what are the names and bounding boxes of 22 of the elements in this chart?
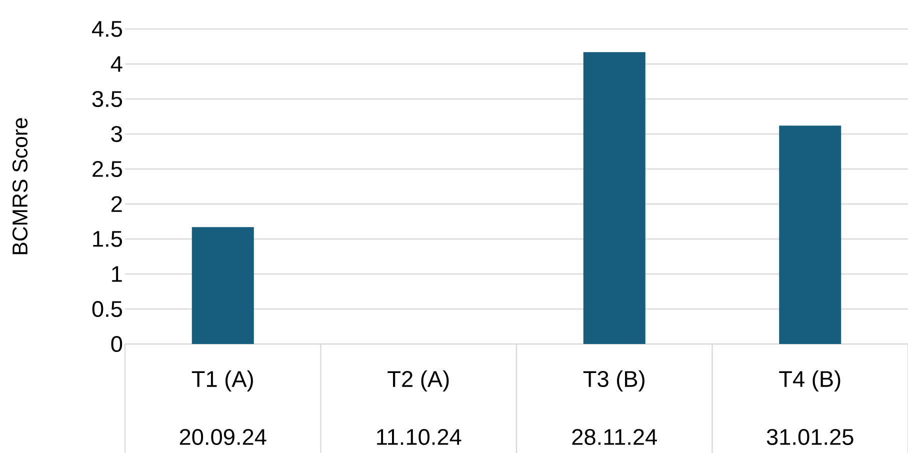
- y-tick-label: 0.5: [92, 300, 122, 318]
- y-tick-label: 0: [111, 336, 122, 352]
- x-tick-label: T4 (B): [779, 370, 840, 392]
- text: 11.10.24: [377, 428, 462, 446]
- y-tick-label: 4.5: [92, 21, 122, 37]
- bar: [779, 126, 842, 344]
- y-tick-label: 2: [112, 196, 122, 212]
- x-tick-label: T2 (A): [388, 370, 449, 392]
- bar: [192, 227, 254, 344]
- y-tick-label: 3: [111, 126, 122, 142]
- y-tick-label: 1: [112, 266, 122, 282]
- text: 28.11.24: [572, 428, 657, 446]
- text: 20.09.24: [180, 428, 266, 446]
- x-tick-label: T1 (A): [192, 370, 253, 392]
- y-tick-label: 1.5: [93, 231, 122, 247]
- y-tick-label: 4: [110, 56, 122, 72]
- y-axis-title: BCMRS Score: [12, 118, 28, 254]
- bar: [583, 52, 646, 344]
- text: 31.01.25: [766, 428, 854, 446]
- x-tick-label: T3 (B): [583, 370, 644, 392]
- y-tick-label: 3.5: [92, 90, 122, 108]
- y-tick-label: 2.5: [92, 160, 122, 178]
